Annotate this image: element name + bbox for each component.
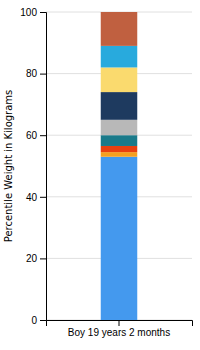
- y-axis-title: Percentile Weight in Kilograms: [3, 90, 14, 243]
- series: [101, 92, 138, 120]
- y-tick: 0: [31, 315, 46, 326]
- y-tick-label: 0: [31, 315, 37, 326]
- y-tick-label: 100: [20, 7, 37, 18]
- series: [101, 152, 138, 157]
- y-tick-mark: [40, 135, 46, 136]
- y-tick-label: 60: [26, 130, 38, 141]
- grid: [46, 12, 192, 320]
- x-axis: Boy 19 years 2 months: [47, 320, 193, 338]
- series: [101, 12, 138, 46]
- series: [101, 135, 138, 146]
- bar-segment: [101, 46, 138, 68]
- y-tick-mark: [40, 74, 46, 75]
- bar-segment: [101, 12, 138, 46]
- bar-segment: [101, 135, 138, 146]
- y-tick-mark: [40, 320, 46, 321]
- y-tick-label: 20: [26, 253, 38, 264]
- bar-segment: [101, 152, 138, 157]
- y-tick: 80: [26, 68, 46, 79]
- x-tick: Boy 19 years 2 months: [68, 320, 170, 338]
- y-tick: 20: [26, 253, 46, 264]
- y-tick-mark: [40, 258, 46, 259]
- bar-segment: [101, 120, 138, 135]
- chart: 0 20 40 60 80 100 Boy 19 years 2 months Percent…: [0, 0, 200, 350]
- y-tick: 100: [20, 7, 46, 18]
- bars: [101, 12, 138, 320]
- x-axis-line: [47, 321, 193, 327]
- x-tick-label: Boy 19 years 2 months: [68, 327, 170, 338]
- series: [101, 157, 138, 320]
- series: [101, 120, 138, 135]
- y-tick-label: 80: [26, 68, 38, 79]
- bar-segment: [101, 157, 138, 320]
- y-tick-mark: [40, 12, 46, 13]
- y-tick: 60: [26, 130, 46, 141]
- bar-segment: [101, 92, 138, 120]
- bar-segment: [101, 67, 138, 92]
- bar-segment: [101, 146, 138, 152]
- y-tick: 40: [26, 192, 46, 203]
- series: [101, 67, 138, 92]
- y-tick-mark: [40, 197, 46, 198]
- series: [101, 46, 138, 68]
- y-axis-line: [40, 13, 47, 321]
- x-tick-mark: [119, 320, 120, 326]
- plot: 0 20 40 60 80 100 Boy 19 years 2 months: [20, 7, 192, 338]
- y-axis: 0 20 40 60 80 100: [20, 7, 46, 326]
- y-tick-label: 40: [26, 192, 38, 203]
- series: [101, 146, 138, 152]
